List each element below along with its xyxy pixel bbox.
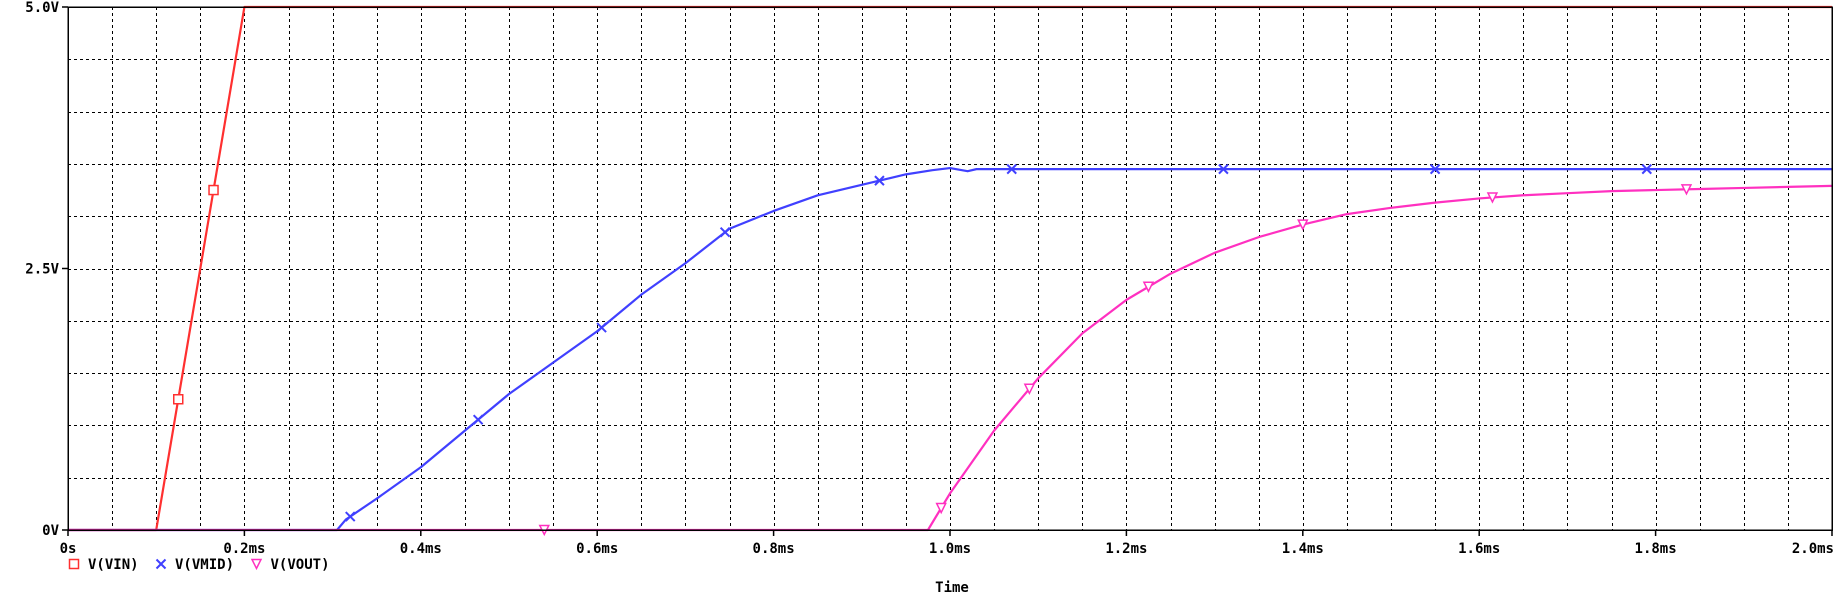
x-tick-label: 0.8ms	[753, 541, 795, 557]
x-tick-label: 0.2ms	[223, 541, 265, 557]
marker-stroke	[1006, 163, 1017, 175]
legend-marker	[155, 558, 167, 570]
legend-label: V(VIN)	[88, 557, 139, 573]
marker-stroke	[155, 558, 167, 570]
series-marker	[472, 414, 484, 425]
legend-label: V(VOUT)	[271, 557, 330, 573]
y-tick-label: 2.5V	[25, 262, 59, 278]
marker-stroke	[1641, 163, 1652, 175]
x-tick-label: 1.2ms	[1105, 541, 1147, 557]
x-axis-ticks: 0s 0.2ms 0.4ms 0.6ms 0.8ms 1.0ms 1.2ms 1.4ms 1.6…	[60, 530, 1834, 557]
series-marker	[345, 511, 356, 522]
x-tick-label: 0.4ms	[400, 541, 442, 557]
legend-item: V(VIN)	[68, 557, 139, 573]
series-marker	[1142, 281, 1155, 293]
marker-stroke	[345, 511, 356, 522]
series-marker	[935, 502, 947, 515]
x-tick-label: 1.6ms	[1458, 541, 1500, 557]
series-marker	[874, 175, 885, 186]
series-marker	[1023, 383, 1036, 395]
series-marker	[1218, 163, 1229, 175]
series-markers	[173, 163, 1693, 537]
x-tick-label: 1.8ms	[1635, 541, 1677, 557]
series-marker	[1680, 184, 1693, 196]
legend-item: V(VOUT)	[250, 557, 330, 573]
legend-marker	[250, 558, 263, 571]
series-marker	[1006, 163, 1017, 175]
series-marker	[596, 322, 607, 333]
series-line-v-vmid	[68, 166, 1832, 532]
y-tick-label: 5.0V	[25, 0, 59, 16]
marker-stroke	[1218, 163, 1229, 175]
series-marker	[1641, 163, 1652, 175]
series-marker	[1429, 163, 1441, 175]
legend-marker	[68, 558, 80, 570]
y-axis-ticks: 0V 2.5V 5.0V	[25, 0, 68, 539]
series-marker	[719, 226, 731, 238]
marker-stroke	[874, 175, 885, 186]
series-marker	[208, 184, 219, 196]
marker-stroke	[596, 322, 607, 333]
x-tick-label: 1.0ms	[929, 541, 971, 557]
x-tick-label: 0s	[60, 541, 77, 557]
x-tick-label: 1.4ms	[1282, 541, 1324, 557]
x-axis-title: Time	[935, 580, 969, 596]
marker-stroke	[719, 226, 731, 238]
grid	[68, 7, 1832, 530]
marker-stroke	[472, 414, 484, 425]
x-tick-label: 0.6ms	[576, 541, 618, 557]
series-marker	[1297, 219, 1309, 231]
legend-label: V(VMID)	[175, 557, 234, 573]
series-marker	[1486, 192, 1499, 204]
legend-item: V(VMID)	[155, 557, 234, 573]
y-tick-label: 0V	[42, 523, 59, 539]
marker-stroke	[1429, 163, 1441, 175]
series-line-v-vout	[68, 184, 1833, 532]
legend: V(VIN) V(VMID) V(VOUT)	[68, 557, 330, 573]
x-tick-label: 2.0ms	[1792, 541, 1834, 557]
series-marker	[173, 394, 184, 405]
